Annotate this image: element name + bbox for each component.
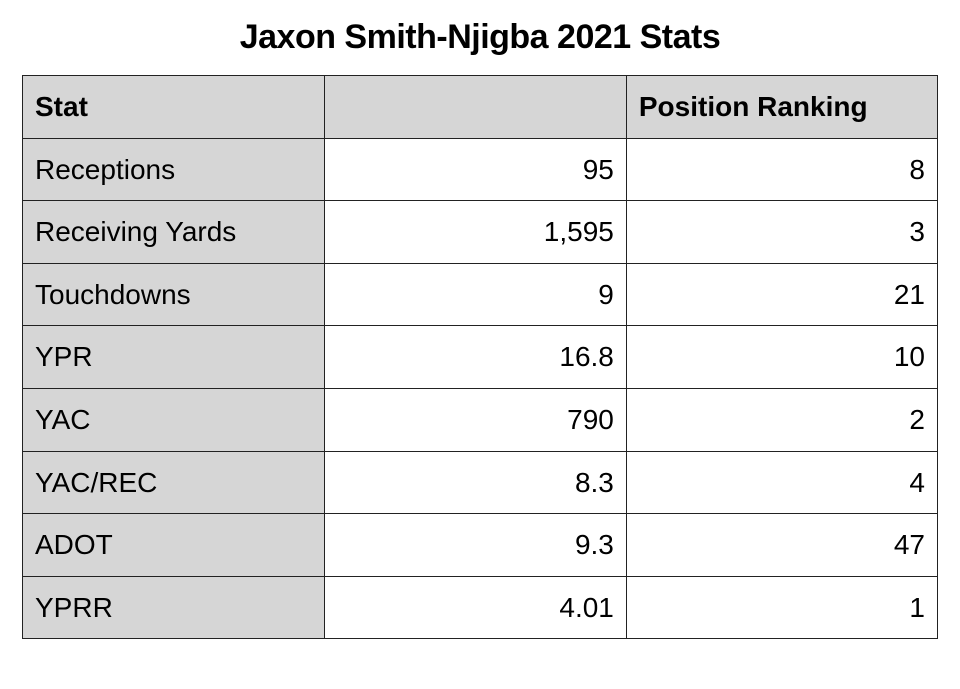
table-row: YAC 790 2 xyxy=(23,388,938,451)
stat-value: 9 xyxy=(324,263,626,326)
stat-value: 95 xyxy=(324,138,626,201)
stat-value: 8.3 xyxy=(324,451,626,514)
stat-rank: 1 xyxy=(626,576,937,639)
header-stat: Stat xyxy=(23,76,325,139)
header-row: Stat Position Ranking xyxy=(23,76,938,139)
stat-name: Receiving Yards xyxy=(23,201,325,264)
page-title: Jaxon Smith-Njigba 2021 Stats xyxy=(22,18,938,57)
stat-value: 790 xyxy=(324,388,626,451)
stat-name: YAC/REC xyxy=(23,451,325,514)
stat-value: 4.01 xyxy=(324,576,626,639)
table-row: YPRR 4.01 1 xyxy=(23,576,938,639)
table-row: Touchdowns 9 21 xyxy=(23,263,938,326)
stat-rank: 2 xyxy=(626,388,937,451)
stat-name: ADOT xyxy=(23,514,325,577)
table-row: ADOT 9.3 47 xyxy=(23,514,938,577)
table-row: YAC/REC 8.3 4 xyxy=(23,451,938,514)
stat-value: 16.8 xyxy=(324,326,626,389)
table-row: Receptions 95 8 xyxy=(23,138,938,201)
stat-rank: 8 xyxy=(626,138,937,201)
stat-name: YPR xyxy=(23,326,325,389)
stat-rank: 21 xyxy=(626,263,937,326)
stat-value: 1,595 xyxy=(324,201,626,264)
stat-name: Touchdowns xyxy=(23,263,325,326)
stat-rank: 47 xyxy=(626,514,937,577)
table-row: YPR 16.8 10 xyxy=(23,326,938,389)
stat-rank: 10 xyxy=(626,326,937,389)
stat-rank: 3 xyxy=(626,201,937,264)
stat-name: YAC xyxy=(23,388,325,451)
table-row: Receiving Yards 1,595 3 xyxy=(23,201,938,264)
header-rank: Position Ranking xyxy=(626,76,937,139)
stat-name: Receptions xyxy=(23,138,325,201)
stat-name: YPRR xyxy=(23,576,325,639)
stat-rank: 4 xyxy=(626,451,937,514)
stat-value: 9.3 xyxy=(324,514,626,577)
header-value xyxy=(324,76,626,139)
stats-table: Stat Position Ranking Receptions 95 8 Re… xyxy=(22,75,938,639)
